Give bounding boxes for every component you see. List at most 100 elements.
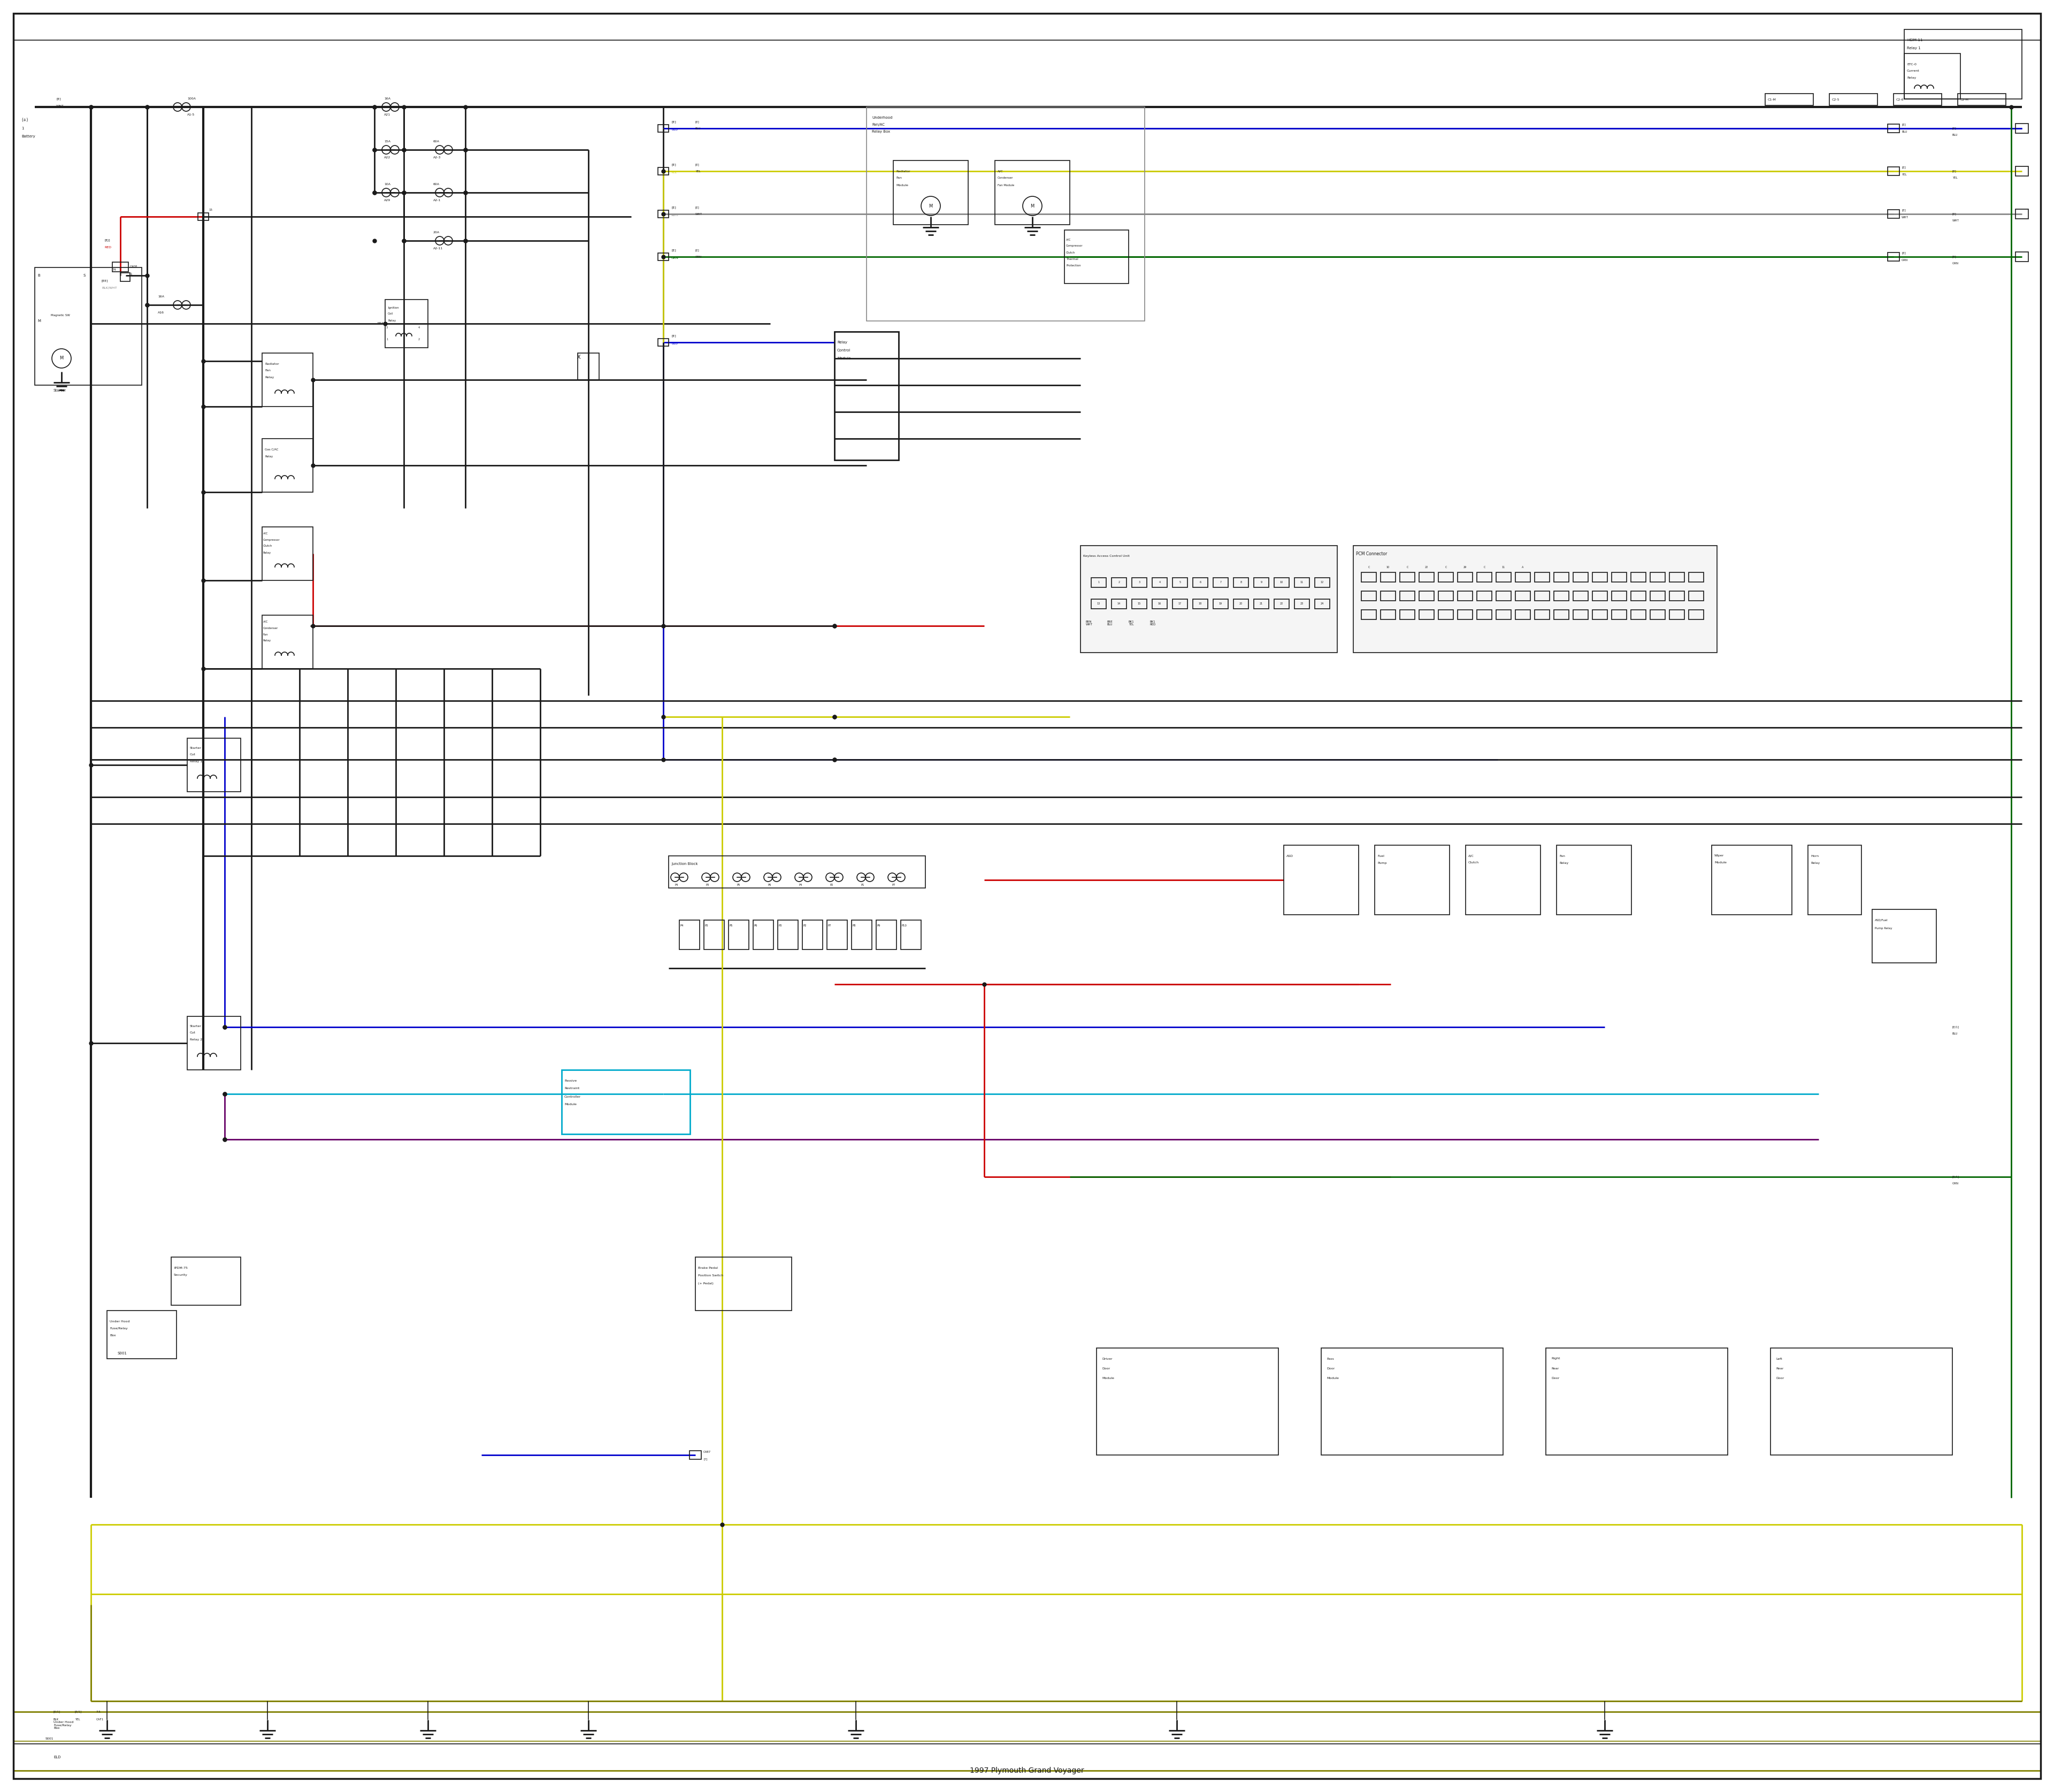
- Text: 7.5: 7.5: [97, 1710, 101, 1713]
- Bar: [657, 339, 670, 346]
- Text: P5: P5: [737, 883, 741, 887]
- Bar: [1894, 93, 1941, 106]
- Text: Rear: Rear: [1777, 1367, 1783, 1369]
- Text: Relay: Relay: [265, 376, 273, 378]
- Bar: [1380, 572, 1395, 582]
- Bar: [1670, 572, 1684, 582]
- Bar: [1362, 591, 1376, 600]
- Text: P4: P4: [680, 925, 684, 926]
- Text: BRE
BLU: BRE BLU: [1107, 620, 1113, 625]
- Bar: [1234, 577, 1249, 588]
- Text: P8: P8: [852, 925, 857, 926]
- Text: Module: Module: [838, 357, 850, 360]
- Bar: [1534, 572, 1549, 582]
- Text: Compressor: Compressor: [1066, 246, 1082, 247]
- Text: 100A: 100A: [187, 97, 195, 100]
- Text: P1: P1: [861, 883, 865, 887]
- Bar: [263, 527, 312, 581]
- Text: Protection: Protection: [1066, 263, 1080, 267]
- Text: M: M: [928, 204, 933, 208]
- Bar: [1871, 909, 1937, 962]
- Text: S001: S001: [117, 1351, 127, 1355]
- Bar: [1401, 591, 1415, 600]
- Text: Fan: Fan: [1559, 855, 1565, 857]
- Text: Battery: Battery: [21, 134, 35, 138]
- Bar: [107, 1310, 177, 1358]
- Bar: [893, 161, 967, 224]
- Bar: [867, 108, 1144, 321]
- Bar: [1132, 577, 1146, 588]
- Text: [?]: [?]: [702, 1459, 707, 1460]
- Bar: [1612, 572, 1627, 582]
- Bar: [1592, 572, 1608, 582]
- Bar: [1495, 591, 1512, 600]
- Bar: [1477, 572, 1491, 582]
- Text: Radiator: Radiator: [896, 170, 910, 172]
- Bar: [1830, 93, 1877, 106]
- Bar: [1193, 577, 1208, 588]
- Bar: [1438, 591, 1454, 600]
- Text: 1997 Plymouth Grand Voyager: 1997 Plymouth Grand Voyager: [969, 1767, 1085, 1774]
- Text: X: X: [577, 355, 581, 360]
- Bar: [1132, 599, 1146, 609]
- Text: PCM Connector: PCM Connector: [1356, 552, 1386, 556]
- Bar: [1214, 599, 1228, 609]
- Text: Relay: Relay: [263, 552, 271, 554]
- Bar: [1234, 599, 1249, 609]
- Text: Starter: Starter: [53, 389, 66, 392]
- Text: C2-M: C2-M: [1960, 99, 1970, 100]
- Text: 21: 21: [1259, 602, 1263, 606]
- Text: BRN
WHT: BRN WHT: [1087, 620, 1093, 625]
- Text: YEL: YEL: [696, 170, 700, 172]
- Text: YEL: YEL: [74, 1719, 80, 1720]
- Text: 23: 23: [1300, 602, 1304, 606]
- Text: 60A: 60A: [433, 183, 440, 186]
- Text: Pump: Pump: [1378, 862, 1386, 864]
- Text: 29: 29: [1462, 566, 1467, 568]
- Bar: [1294, 577, 1310, 588]
- Bar: [670, 857, 926, 889]
- Text: P4: P4: [676, 883, 678, 887]
- Text: Control: Control: [838, 349, 850, 351]
- Text: ELD: ELD: [53, 1756, 62, 1758]
- Text: P3: P3: [707, 883, 709, 887]
- Text: Relay: Relay: [388, 319, 396, 323]
- Text: GRN: GRN: [1902, 260, 1908, 262]
- Bar: [852, 919, 871, 950]
- Bar: [1354, 545, 1717, 652]
- Text: [E]: [E]: [1902, 124, 1906, 125]
- Text: [E]: [E]: [1953, 170, 1957, 172]
- Text: Gas C/AC: Gas C/AC: [265, 448, 279, 450]
- Text: Pass: Pass: [1327, 1357, 1333, 1360]
- Bar: [696, 1256, 791, 1310]
- Text: M: M: [1031, 204, 1035, 208]
- Bar: [1097, 1348, 1278, 1455]
- Text: Module: Module: [1101, 1376, 1113, 1380]
- Text: 15: 15: [210, 210, 212, 211]
- Text: A22: A22: [384, 156, 390, 159]
- Text: WHT: WHT: [1953, 219, 1960, 222]
- Text: Fuse/Relay: Fuse/Relay: [109, 1326, 127, 1330]
- Bar: [1612, 591, 1627, 600]
- Text: Relay 1: Relay 1: [189, 760, 201, 763]
- Text: C2-5: C2-5: [1832, 99, 1840, 100]
- Text: Under Hood
Fuse/Relay
Box: Under Hood Fuse/Relay Box: [53, 1720, 74, 1729]
- Text: [E]: [E]: [672, 120, 676, 124]
- Bar: [386, 299, 427, 348]
- Text: P6: P6: [754, 925, 758, 926]
- Text: 14: 14: [1117, 602, 1121, 606]
- Text: Fuel: Fuel: [1378, 855, 1384, 857]
- Bar: [1688, 609, 1703, 620]
- Bar: [113, 262, 127, 272]
- Text: 24: 24: [1321, 602, 1325, 606]
- Bar: [1904, 29, 2021, 99]
- Bar: [1273, 577, 1290, 588]
- Text: Driver: Driver: [1101, 1357, 1113, 1360]
- Text: A2-1: A2-1: [433, 199, 442, 202]
- Text: 16: 16: [1158, 602, 1161, 606]
- Text: BLU: BLU: [1902, 131, 1906, 133]
- Bar: [1888, 253, 1900, 262]
- Text: IPDM-75: IPDM-75: [175, 1267, 187, 1269]
- Text: M: M: [60, 357, 64, 360]
- Bar: [657, 210, 670, 217]
